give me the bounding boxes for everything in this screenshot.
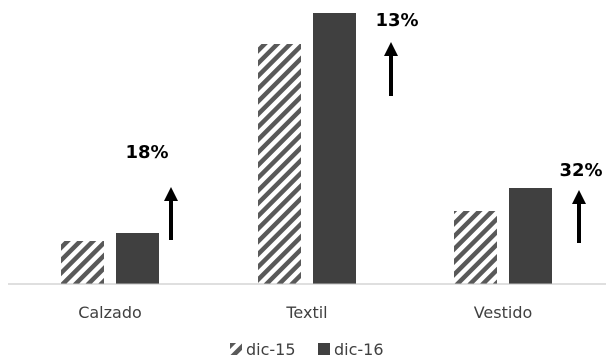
bar-dic-16-textil <box>313 13 356 284</box>
x-tick-label: Vestido <box>474 303 533 322</box>
legend-label-dic-16: dic-16 <box>334 340 384 359</box>
legend: dic-15 dic-16 <box>230 340 384 359</box>
x-tick-label: Calzado <box>78 303 142 322</box>
up-arrow-shaft-calzado <box>169 199 173 240</box>
growth-label-calzado: 18% <box>125 142 168 163</box>
growth-label-textil: 13% <box>375 10 418 31</box>
growth-annotations: 18% 13% 32% <box>125 10 603 243</box>
legend-swatch-dic-15 <box>230 343 242 355</box>
x-tick-label: Textil <box>285 303 327 322</box>
growth-label-vestido: 32% <box>559 160 602 181</box>
bar-dic-15-textil <box>258 44 301 284</box>
legend-swatch-dic-16 <box>318 343 330 355</box>
bar-dic-16-calzado <box>116 233 159 284</box>
legend-label-dic-15: dic-15 <box>246 340 296 359</box>
up-arrow-icon-calzado <box>164 187 178 201</box>
bar-dic-15-calzado <box>61 241 104 284</box>
up-arrow-icon-textil <box>384 42 398 56</box>
up-arrow-shaft-vestido <box>577 202 581 243</box>
up-arrow-shaft-textil <box>389 54 393 96</box>
bar-dic-16-vestido <box>509 188 552 284</box>
up-arrow-icon-vestido <box>572 190 586 204</box>
bar-dic-15-vestido <box>454 211 497 284</box>
bars-layer <box>61 13 552 284</box>
x-tick-labels: Calzado Textil Vestido <box>78 303 532 322</box>
